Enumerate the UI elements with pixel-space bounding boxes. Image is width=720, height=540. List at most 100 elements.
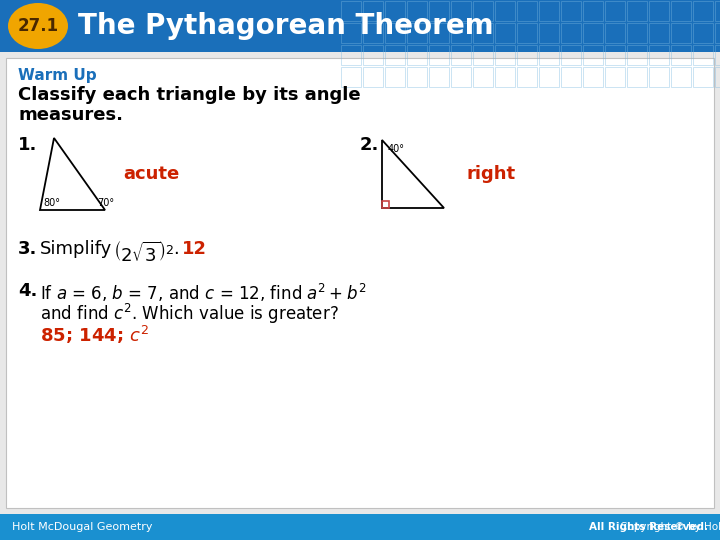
- Bar: [715, 1, 720, 21]
- Text: All Rights Reserved.: All Rights Reserved.: [589, 522, 708, 532]
- Text: acute: acute: [123, 165, 179, 183]
- Bar: [341, 23, 361, 43]
- Bar: [382, 201, 389, 208]
- Bar: [495, 67, 515, 87]
- Text: 80°: 80°: [43, 198, 60, 208]
- Bar: [627, 1, 647, 21]
- Bar: [539, 1, 559, 21]
- Bar: [385, 1, 405, 21]
- Bar: [671, 67, 691, 87]
- Bar: [473, 23, 493, 43]
- Bar: [473, 1, 493, 21]
- Bar: [693, 45, 713, 65]
- Bar: [715, 23, 720, 43]
- Bar: [407, 23, 427, 43]
- Bar: [649, 23, 669, 43]
- Text: .: .: [173, 240, 179, 258]
- Bar: [649, 1, 669, 21]
- Bar: [495, 1, 515, 21]
- Text: Holt McDougal Geometry: Holt McDougal Geometry: [12, 522, 153, 532]
- Text: Copyright © by Holt Mc Dougal.: Copyright © by Holt Mc Dougal.: [620, 522, 720, 532]
- Text: If $a$ = 6, $b$ = 7, and $c$ = 12, find $a^2 + b^2$: If $a$ = 6, $b$ = 7, and $c$ = 12, find …: [40, 282, 366, 304]
- Text: 12: 12: [182, 240, 207, 258]
- Text: 1.: 1.: [18, 136, 37, 154]
- Text: 2.: 2.: [360, 136, 379, 154]
- Bar: [539, 67, 559, 87]
- Bar: [0, 514, 720, 540]
- Bar: [627, 45, 647, 65]
- Bar: [517, 1, 537, 21]
- Bar: [495, 45, 515, 65]
- Text: 27.1: 27.1: [17, 17, 58, 35]
- Bar: [385, 23, 405, 43]
- Bar: [451, 67, 471, 87]
- Text: $\left(2\sqrt{3}\right)^{2}$: $\left(2\sqrt{3}\right)^{2}$: [113, 241, 174, 266]
- Text: The Pythagorean Theorem: The Pythagorean Theorem: [78, 12, 494, 40]
- Bar: [451, 23, 471, 43]
- Bar: [363, 67, 383, 87]
- Bar: [671, 23, 691, 43]
- Bar: [517, 67, 537, 87]
- Bar: [605, 1, 625, 21]
- Bar: [0, 0, 720, 52]
- Bar: [539, 45, 559, 65]
- Text: 70°: 70°: [97, 198, 114, 208]
- Bar: [341, 45, 361, 65]
- Bar: [363, 23, 383, 43]
- Bar: [605, 67, 625, 87]
- Bar: [341, 67, 361, 87]
- Text: 40°: 40°: [388, 144, 405, 154]
- Bar: [671, 45, 691, 65]
- Bar: [583, 67, 603, 87]
- Bar: [429, 23, 449, 43]
- Text: Simplify: Simplify: [40, 240, 112, 258]
- Text: Classify each triangle by its angle: Classify each triangle by its angle: [18, 86, 361, 104]
- Bar: [561, 67, 581, 87]
- Bar: [429, 45, 449, 65]
- Bar: [693, 67, 713, 87]
- Bar: [473, 67, 493, 87]
- Bar: [561, 23, 581, 43]
- Bar: [363, 1, 383, 21]
- Text: Warm Up: Warm Up: [18, 68, 96, 83]
- Bar: [385, 45, 405, 65]
- Text: right: right: [466, 165, 515, 183]
- Text: 3.: 3.: [18, 240, 37, 258]
- Bar: [451, 45, 471, 65]
- Text: 4.: 4.: [18, 282, 37, 300]
- Bar: [671, 1, 691, 21]
- Bar: [429, 67, 449, 87]
- Bar: [715, 45, 720, 65]
- Bar: [715, 67, 720, 87]
- Bar: [385, 67, 405, 87]
- Bar: [627, 23, 647, 43]
- Bar: [407, 1, 427, 21]
- Bar: [407, 67, 427, 87]
- Bar: [583, 1, 603, 21]
- Bar: [561, 1, 581, 21]
- Bar: [583, 45, 603, 65]
- Bar: [605, 45, 625, 65]
- Bar: [693, 23, 713, 43]
- Bar: [407, 45, 427, 65]
- Bar: [6, 58, 714, 508]
- Bar: [429, 1, 449, 21]
- Bar: [605, 23, 625, 43]
- Bar: [495, 23, 515, 43]
- Bar: [627, 67, 647, 87]
- Bar: [583, 23, 603, 43]
- Bar: [517, 23, 537, 43]
- Bar: [451, 1, 471, 21]
- Bar: [539, 23, 559, 43]
- Bar: [561, 45, 581, 65]
- Bar: [517, 45, 537, 65]
- Bar: [649, 67, 669, 87]
- Ellipse shape: [8, 3, 68, 49]
- Bar: [473, 45, 493, 65]
- Bar: [341, 1, 361, 21]
- Text: 85; 144; $c^2$: 85; 144; $c^2$: [40, 324, 149, 346]
- Bar: [363, 45, 383, 65]
- Bar: [649, 45, 669, 65]
- Bar: [693, 1, 713, 21]
- Text: measures.: measures.: [18, 106, 123, 124]
